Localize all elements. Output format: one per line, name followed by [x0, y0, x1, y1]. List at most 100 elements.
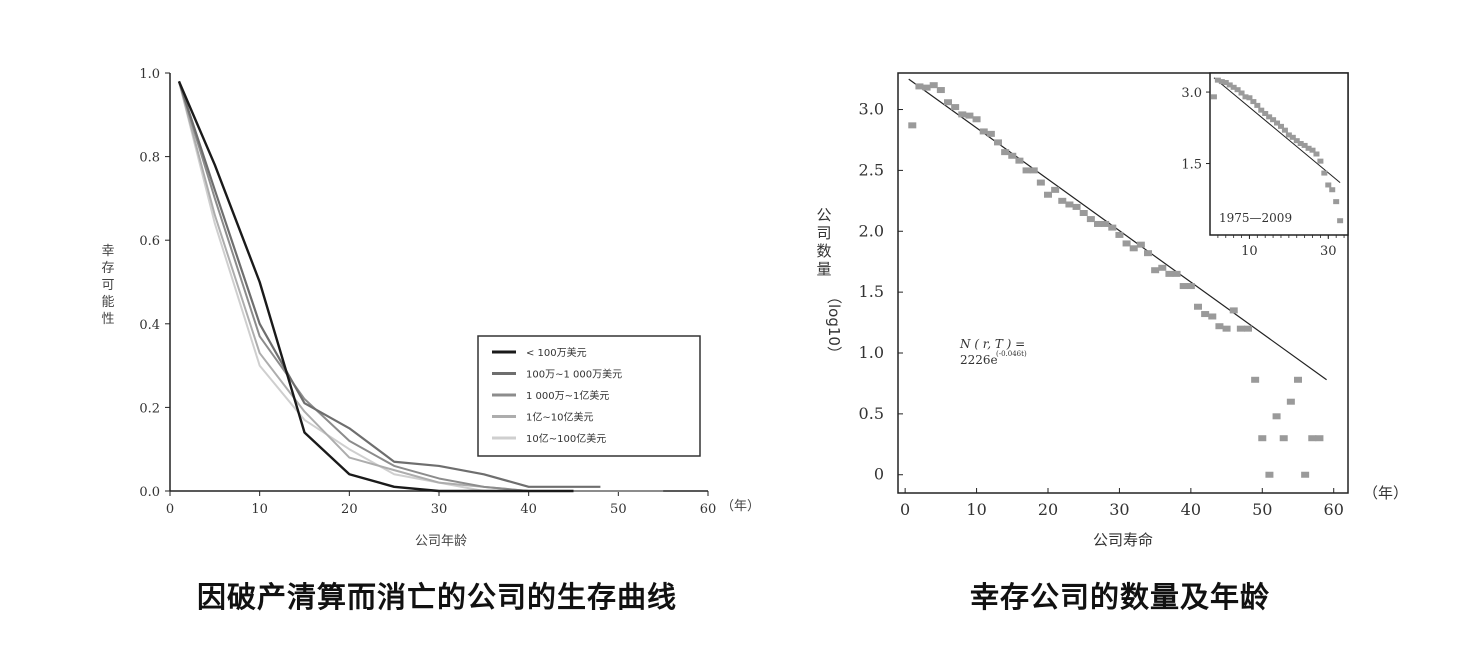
- data-point: [994, 139, 1002, 146]
- inset-data-point: [1234, 87, 1241, 93]
- data-point: [922, 84, 931, 91]
- y-label-sub: （log10）: [825, 289, 843, 361]
- equation-line2: 2226e: [960, 353, 998, 367]
- data-point: [1158, 264, 1167, 271]
- inset-axis-ticks: 10 30 1.5 3.0: [1181, 86, 1345, 259]
- data-point: [1172, 270, 1181, 277]
- y-label-char: 数: [816, 242, 831, 260]
- inset-chart: 10 30 1.5 3.0 1975—2009: [1181, 72, 1349, 259]
- data-point: [1236, 325, 1245, 332]
- inset-frame: [1209, 72, 1349, 236]
- survival-curve-chart: 0 10 20 30 40 50 60 0.0 0.2 0.4 0.6 0.8 1.0 （年） 公司年龄…: [101, 67, 760, 549]
- y-label-char: 能: [101, 295, 114, 310]
- inset-data-point: [1238, 90, 1245, 96]
- right-axis-ticks: 0 10 20 30 40 50 60 0 0.5 1.0 1.5 2.0 2.5 3.0: [859, 100, 1344, 519]
- data-point: [1265, 471, 1274, 478]
- series-line: [177, 80, 574, 493]
- data-point: [1044, 191, 1052, 198]
- data-point: [1186, 283, 1195, 290]
- data-point: [1036, 179, 1045, 186]
- y-tick-label: 1.5: [859, 282, 884, 301]
- data-point: [958, 111, 967, 118]
- data-point: [915, 83, 924, 90]
- x-tick-label: 40: [1181, 500, 1201, 519]
- inset-data-point: [1242, 94, 1249, 100]
- legend-label: 100万~1 000万美元: [526, 368, 622, 381]
- left-chart-caption: 因破产清算而消亡的公司的生存曲线: [196, 580, 678, 614]
- y-tick-label: 0.0: [139, 485, 160, 500]
- x-tick-label: 60: [700, 502, 717, 517]
- y-tick-label: 0.8: [139, 151, 160, 166]
- inset-y-tick-label: 1.5: [1181, 158, 1202, 173]
- inset-data-point: [1325, 182, 1332, 188]
- data-point: [1115, 231, 1124, 238]
- y-tick-label: 1.0: [859, 343, 884, 362]
- data-point: [1286, 398, 1295, 405]
- inset-period-label: 1975—2009: [1219, 211, 1292, 225]
- y-tick-label: 0: [874, 465, 884, 484]
- data-point: [1222, 325, 1231, 332]
- y-label-char: 幸: [101, 244, 114, 259]
- data-point: [929, 82, 938, 89]
- fit-equation-annotation: N ( r, T ) = 2226e(-0.046t): [959, 337, 1027, 367]
- inset-scatter-points: [1210, 77, 1344, 224]
- x-tick-label: 0: [166, 502, 174, 517]
- data-point: [908, 122, 917, 129]
- inset-data-point: [1317, 158, 1324, 164]
- inset-y-tick-label: 3.0: [1181, 86, 1202, 101]
- x-tick-label: 20: [341, 502, 358, 517]
- inset-data-point: [1262, 111, 1269, 116]
- data-point: [979, 128, 988, 135]
- legend-label: 10亿~100亿美元: [526, 432, 606, 445]
- inset-data-point: [1230, 84, 1237, 90]
- inset-data-point: [1285, 132, 1292, 138]
- inset-data-point: [1218, 79, 1225, 85]
- inset-data-point: [1250, 99, 1257, 105]
- inset-data-point: [1321, 170, 1328, 176]
- data-point: [1072, 203, 1081, 210]
- y-label-main: 公司数量: [816, 206, 831, 278]
- inset-data-point: [1293, 138, 1300, 144]
- right-x-unit-label: （年）: [1363, 484, 1408, 502]
- data-point: [1258, 435, 1267, 442]
- data-point: [1129, 245, 1138, 252]
- left-axis-ticks: 0 10 20 30 40 50 60 0.0 0.2 0.4 0.6 0.8 1.0: [139, 67, 716, 517]
- y-label-char: 司: [816, 224, 831, 242]
- inset-data-point: [1210, 94, 1217, 100]
- inset-data-point: [1258, 107, 1265, 113]
- data-point: [1294, 376, 1302, 383]
- data-point: [1136, 241, 1145, 248]
- data-point: [1008, 152, 1017, 159]
- y-tick-label: 0.4: [139, 318, 160, 333]
- series-line: [178, 81, 664, 492]
- y-label-char: 可: [101, 278, 114, 293]
- inset-data-point: [1226, 82, 1233, 88]
- data-point: [1144, 250, 1152, 257]
- x-tick-label: 10: [251, 502, 268, 517]
- data-point: [1308, 435, 1317, 442]
- inset-data-point: [1274, 120, 1281, 126]
- right-x-axis-label: 公司寿命: [1093, 531, 1153, 549]
- inset-data-point: [1277, 123, 1284, 129]
- data-point: [1315, 435, 1324, 442]
- y-label-char: 公: [816, 206, 831, 224]
- legend-label: < 100万美元: [526, 346, 587, 359]
- inset-x-tick-label: 30: [1320, 244, 1337, 259]
- inset-data-point: [1337, 218, 1344, 224]
- y-tick-label: 0.2: [139, 401, 160, 416]
- inset-data-point: [1289, 134, 1296, 140]
- data-point: [1201, 311, 1210, 318]
- x-tick-label: 40: [520, 502, 537, 517]
- y-label-char: 性: [101, 312, 114, 327]
- x-tick-label: 30: [1109, 500, 1129, 519]
- y-label-char: 存: [101, 261, 114, 276]
- inset-fit-line: [1213, 77, 1341, 183]
- data-point: [1051, 186, 1060, 193]
- data-point: [1108, 224, 1117, 231]
- data-point: [1272, 413, 1281, 420]
- inset-data-point: [1214, 77, 1221, 83]
- data-point: [986, 130, 995, 137]
- series-line: [177, 81, 529, 492]
- data-point: [1094, 220, 1102, 227]
- right-y-axis-label: 公司数量 （log10）: [816, 206, 843, 361]
